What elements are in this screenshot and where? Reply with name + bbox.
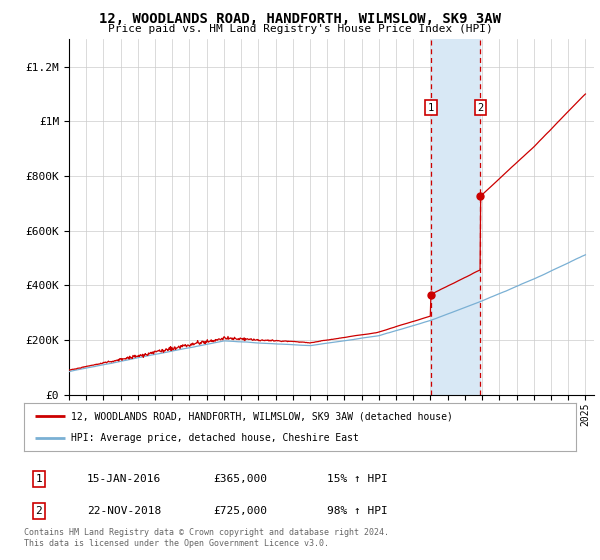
Text: 15-JAN-2016: 15-JAN-2016 (87, 474, 161, 484)
Text: 1: 1 (428, 102, 434, 113)
Text: 2: 2 (477, 102, 484, 113)
Text: 98% ↑ HPI: 98% ↑ HPI (327, 506, 388, 516)
Text: 22-NOV-2018: 22-NOV-2018 (87, 506, 161, 516)
Text: £725,000: £725,000 (213, 506, 267, 516)
Text: 1: 1 (35, 474, 43, 484)
Text: HPI: Average price, detached house, Cheshire East: HPI: Average price, detached house, Ches… (71, 433, 359, 443)
Text: Contains HM Land Registry data © Crown copyright and database right 2024.
This d: Contains HM Land Registry data © Crown c… (24, 528, 389, 548)
Bar (431, 39, 481, 395)
Text: £365,000: £365,000 (213, 474, 267, 484)
Text: 12, WOODLANDS ROAD, HANDFORTH, WILMSLOW, SK9 3AW (detached house): 12, WOODLANDS ROAD, HANDFORTH, WILMSLOW,… (71, 411, 453, 421)
Text: 15% ↑ HPI: 15% ↑ HPI (327, 474, 388, 484)
Text: 12, WOODLANDS ROAD, HANDFORTH, WILMSLOW, SK9 3AW: 12, WOODLANDS ROAD, HANDFORTH, WILMSLOW,… (99, 12, 501, 26)
Text: Price paid vs. HM Land Registry's House Price Index (HPI): Price paid vs. HM Land Registry's House … (107, 24, 493, 34)
Text: 2: 2 (35, 506, 43, 516)
